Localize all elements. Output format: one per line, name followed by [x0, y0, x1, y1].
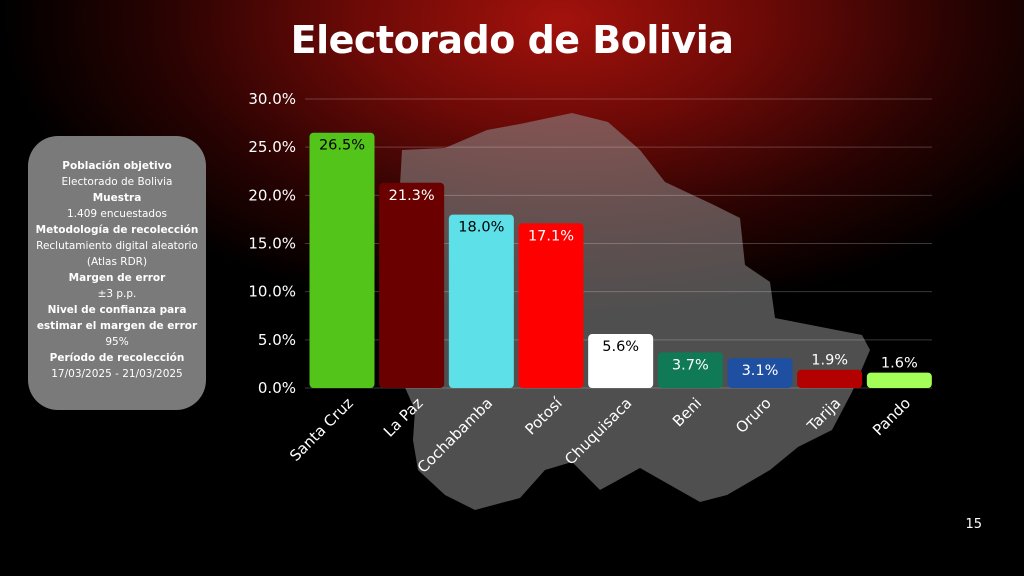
survey-info-box: Población objetivo Electorado de Bolivia… — [28, 136, 206, 410]
bar — [518, 223, 584, 388]
y-tick-label: 15.0% — [248, 235, 296, 253]
bar — [309, 132, 375, 388]
bar — [588, 334, 654, 388]
info-value-population: Electorado de Bolivia — [61, 176, 173, 188]
data-label: 3.7% — [672, 357, 709, 373]
category-label: Santa Cruz — [286, 394, 357, 465]
category-label: Pando — [869, 394, 914, 439]
y-tick-label: 5.0% — [258, 331, 296, 349]
bar — [379, 182, 445, 388]
bar — [448, 214, 514, 388]
y-tick-label: 0.0% — [258, 379, 296, 397]
data-label: 21.3% — [389, 188, 435, 204]
info-label-sample: Muestra — [92, 192, 142, 204]
y-tick-label: 30.0% — [248, 90, 296, 108]
bar — [797, 369, 863, 388]
bar — [657, 352, 723, 388]
info-label-margin: Margen de error — [68, 272, 166, 284]
data-label: 3.1% — [742, 363, 779, 379]
info-value-sample: 1.409 encuestados — [67, 208, 167, 220]
data-label: 5.6% — [602, 339, 639, 355]
page-title: Electorado de Bolivia — [290, 18, 734, 62]
data-label: 26.5% — [319, 138, 365, 154]
bar — [866, 372, 932, 388]
y-tick-label: 25.0% — [248, 138, 296, 156]
info-label-population: Población objetivo — [62, 160, 172, 172]
data-label: 1.6% — [881, 356, 918, 372]
y-tick-label: 10.0% — [248, 283, 296, 301]
info-value-methodology: Reclutamiento digital aleatorio (Atlas R… — [36, 240, 198, 268]
info-value-period: 17/03/2025 - 21/03/2025 — [51, 368, 183, 380]
info-label-confidence: Nivel de confianza para estimar el marge… — [36, 304, 198, 332]
bar — [727, 358, 793, 388]
info-value-margin: ±3 p.p. — [97, 288, 137, 300]
info-label-methodology: Metodología de recolección — [35, 224, 199, 236]
data-label: 1.9% — [811, 353, 848, 369]
y-tick-label: 20.0% — [248, 186, 296, 204]
data-label: 17.1% — [528, 228, 574, 244]
bolivia-map-silhouette — [387, 113, 870, 510]
data-label: 18.0% — [458, 220, 504, 236]
info-label-period: Período de recolección — [49, 352, 185, 364]
info-value-confidence: 95% — [105, 336, 129, 348]
page-number: 15 — [965, 517, 982, 532]
